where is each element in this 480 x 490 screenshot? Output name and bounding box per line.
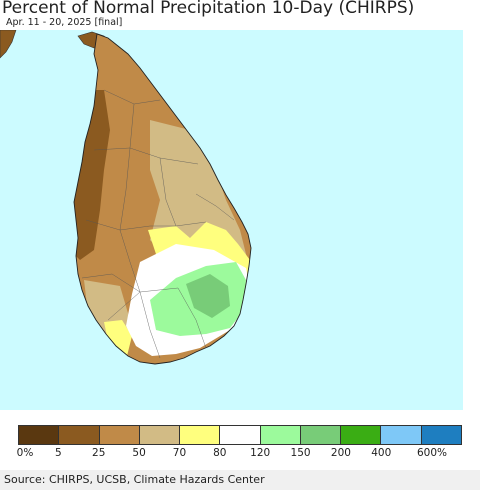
date-range-subtitle: Apr. 11 - 20, 2025 [final] <box>6 17 123 28</box>
legend-label: 150 <box>290 447 311 459</box>
legend-swatch <box>381 426 422 444</box>
legend-swatch <box>421 426 461 444</box>
legend-swatch <box>59 426 100 444</box>
legend-label: 200 <box>330 447 351 459</box>
legend-swatch <box>180 426 221 444</box>
district-boundaries <box>81 89 235 359</box>
legend-label: 600% <box>416 447 448 459</box>
sri-lanka-coastline <box>73 33 252 365</box>
legend-label: 400 <box>371 447 392 459</box>
legend-label: 80 <box>213 447 227 459</box>
legend-label: 25 <box>92 447 106 459</box>
source-credit: Source: CHIRPS, UCSB, Climate Hazards Ce… <box>0 470 480 490</box>
legend-swatch <box>300 426 342 444</box>
legend-swatch <box>99 426 140 444</box>
legend-swatch <box>260 426 301 444</box>
legend-color-bar <box>18 425 462 445</box>
legend-swatch <box>139 426 181 444</box>
legend-swatch <box>341 426 382 444</box>
page-title: Percent of Normal Precipitation 10-Day (… <box>2 0 415 18</box>
legend-swatch <box>220 426 261 444</box>
zone-well-above <box>186 274 230 318</box>
legend-label: 0% <box>16 447 34 459</box>
legend-labels: 0% 5 25 50 70 80 120 150 200 400 600% <box>0 447 480 461</box>
legend-label: 70 <box>172 447 187 459</box>
legend-swatch <box>19 426 60 444</box>
legend-label: 50 <box>132 447 146 459</box>
india-coast <box>0 30 17 59</box>
legend-label: 120 <box>250 447 271 459</box>
precipitation-map <box>0 30 463 410</box>
legend-label: 5 <box>55 447 62 459</box>
